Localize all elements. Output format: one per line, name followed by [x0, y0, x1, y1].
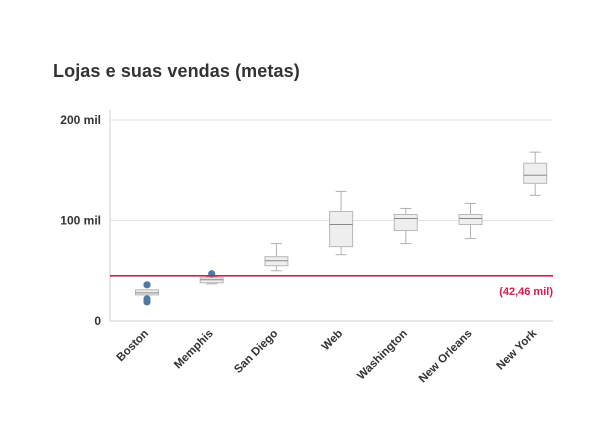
reference-layer: (42,46 mil) [110, 274, 553, 298]
box-group-boston [135, 281, 159, 306]
chart-title: Lojas e suas vendas (metas) [53, 61, 300, 81]
x-axis-ticks: Boston Memphis San Diego Web Washington New O… [115, 327, 540, 385]
box-iqr [135, 289, 159, 296]
box-group-washington [393, 207, 418, 245]
outlier-point [143, 298, 151, 306]
reference-line-label: (42,46 mil) [499, 286, 553, 298]
box-group-web [329, 190, 354, 256]
box-iqr [329, 210, 354, 248]
box-iqr [393, 213, 418, 232]
x-tick-label: Memphis [172, 328, 216, 372]
y-tick-label: 200 mil [60, 113, 101, 127]
x-tick-label: San Diego [232, 328, 280, 376]
outlier-point [143, 281, 151, 289]
box-iqr [199, 277, 224, 284]
x-tick-label: Boston [115, 328, 151, 364]
box-group-new-orleans [458, 202, 483, 240]
box-iqr [458, 213, 483, 226]
boxes-layer [135, 151, 548, 306]
box-iqr [523, 162, 548, 184]
box-iqr [264, 256, 289, 267]
x-tick-label: Web [320, 328, 346, 354]
box-group-new-york [523, 151, 548, 196]
y-tick-label: 100 mil [60, 214, 101, 228]
x-tick-label: Washington [355, 328, 410, 383]
x-tick-label: New York [495, 327, 540, 372]
y-axis-ticks: 0 100 mil 200 mil [60, 113, 101, 328]
box-group-memphis [199, 270, 224, 285]
box-group-san-diego [264, 243, 289, 272]
x-tick-label: New Orleans [417, 328, 475, 386]
y-tick-label: 0 [94, 314, 101, 328]
